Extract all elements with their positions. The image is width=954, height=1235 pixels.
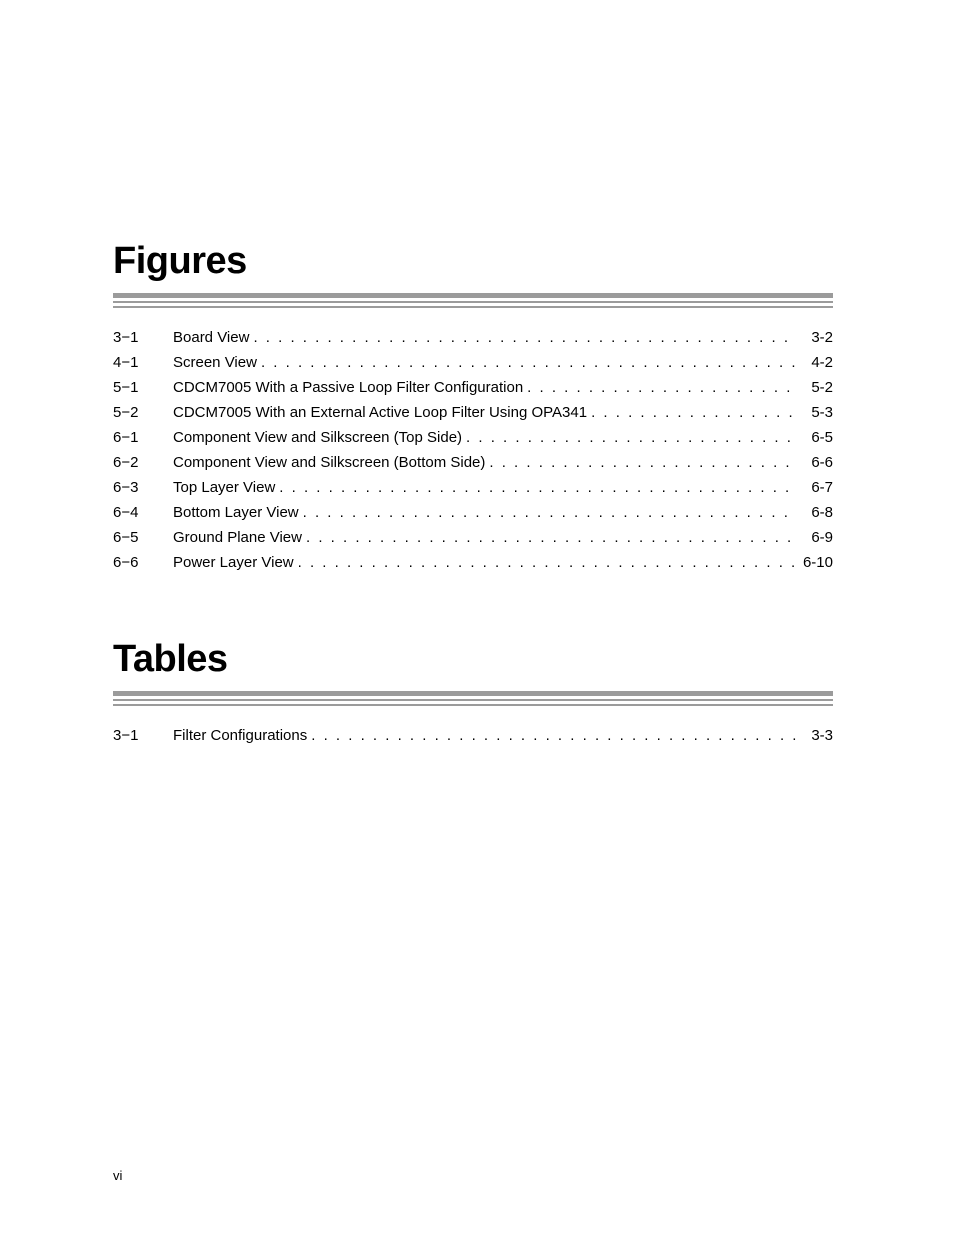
toc-entry-title: Filter Configurations xyxy=(173,728,307,743)
toc-leader-dots xyxy=(485,455,797,470)
toc-entry-title: CDCM7005 With a Passive Loop Filter Conf… xyxy=(173,380,523,395)
toc-leader-dots xyxy=(462,430,797,445)
toc-row: 3−1 Board View 3-2 xyxy=(113,330,833,350)
tables-heading: Tables xyxy=(113,638,833,681)
toc-entry-number: 6−5 xyxy=(113,530,173,545)
toc-entry-page: 4-2 xyxy=(797,355,833,370)
toc-leader-dots xyxy=(523,380,797,395)
toc-row: 6−2 Component View and Silkscreen (Botto… xyxy=(113,455,833,475)
toc-entry-number: 6−4 xyxy=(113,505,173,520)
toc-leader-dots xyxy=(294,555,797,570)
tables-toc-list: 3−1 Filter Configurations 3-3 xyxy=(113,728,833,748)
toc-entry-title: CDCM7005 With an External Active Loop Fi… xyxy=(173,405,587,420)
tables-section: Tables 3−1 Filter Configurations 3-3 xyxy=(113,638,833,748)
toc-entry-title: Component View and Silkscreen (Bottom Si… xyxy=(173,455,485,470)
toc-entry-number: 5−1 xyxy=(113,380,173,395)
toc-entry-page: 6-9 xyxy=(797,530,833,545)
toc-row: 6−1 Component View and Silkscreen (Top S… xyxy=(113,430,833,450)
toc-leader-dots xyxy=(307,728,797,743)
toc-leader-dots xyxy=(587,405,797,420)
section-gap xyxy=(113,580,833,638)
toc-entry-title: Bottom Layer View xyxy=(173,505,299,520)
figures-heading: Figures xyxy=(113,240,833,283)
toc-row: 5−2 CDCM7005 With an External Active Loo… xyxy=(113,405,833,425)
toc-row: 3−1 Filter Configurations 3-3 xyxy=(113,728,833,748)
rule-thick xyxy=(113,293,833,298)
toc-leader-dots xyxy=(275,480,797,495)
figures-section: Figures 3−1 Board View 3-2 4−1 Screen Vi… xyxy=(113,240,833,575)
toc-row: 6−3 Top Layer View 6-7 xyxy=(113,480,833,500)
tables-rule-group xyxy=(113,691,833,706)
toc-row: 6−5 Ground Plane View 6-9 xyxy=(113,530,833,550)
toc-entry-number: 3−1 xyxy=(113,728,173,743)
toc-entry-title: Top Layer View xyxy=(173,480,275,495)
toc-leader-dots xyxy=(299,505,797,520)
toc-entry-page: 5-2 xyxy=(797,380,833,395)
toc-entry-number: 6−2 xyxy=(113,455,173,470)
toc-row: 6−4 Bottom Layer View 6-8 xyxy=(113,505,833,525)
rule-thin xyxy=(113,306,833,308)
toc-row: 4−1 Screen View 4-2 xyxy=(113,355,833,375)
toc-leader-dots xyxy=(257,355,797,370)
toc-entry-number: 6−1 xyxy=(113,430,173,445)
rule-thin xyxy=(113,704,833,706)
page-number-footer: vi xyxy=(113,1168,122,1183)
rule-thin xyxy=(113,301,833,303)
toc-row: 5−1 CDCM7005 With a Passive Loop Filter … xyxy=(113,380,833,400)
toc-entry-title: Screen View xyxy=(173,355,257,370)
toc-entry-page: 6-8 xyxy=(797,505,833,520)
rule-thin xyxy=(113,699,833,701)
toc-entry-page: 5-3 xyxy=(797,405,833,420)
toc-entry-number: 6−3 xyxy=(113,480,173,495)
toc-entry-number: 3−1 xyxy=(113,330,173,345)
toc-entry-page: 6-5 xyxy=(797,430,833,445)
toc-entry-page: 3-3 xyxy=(797,728,833,743)
toc-entry-number: 5−2 xyxy=(113,405,173,420)
toc-entry-page: 3-2 xyxy=(797,330,833,345)
figures-rule-group xyxy=(113,293,833,308)
toc-entry-title: Power Layer View xyxy=(173,555,294,570)
rule-thick xyxy=(113,691,833,696)
toc-entry-page: 6-10 xyxy=(797,555,833,570)
toc-row: 6−6 Power Layer View 6-10 xyxy=(113,555,833,575)
toc-entry-title: Ground Plane View xyxy=(173,530,302,545)
toc-entry-page: 6-6 xyxy=(797,455,833,470)
toc-entry-page: 6-7 xyxy=(797,480,833,495)
document-page: Figures 3−1 Board View 3-2 4−1 Screen Vi… xyxy=(113,0,833,753)
toc-leader-dots xyxy=(302,530,797,545)
toc-entry-number: 6−6 xyxy=(113,555,173,570)
figures-toc-list: 3−1 Board View 3-2 4−1 Screen View 4-2 5… xyxy=(113,330,833,575)
toc-entry-title: Component View and Silkscreen (Top Side) xyxy=(173,430,462,445)
toc-entry-number: 4−1 xyxy=(113,355,173,370)
toc-entry-title: Board View xyxy=(173,330,249,345)
toc-leader-dots xyxy=(249,330,797,345)
